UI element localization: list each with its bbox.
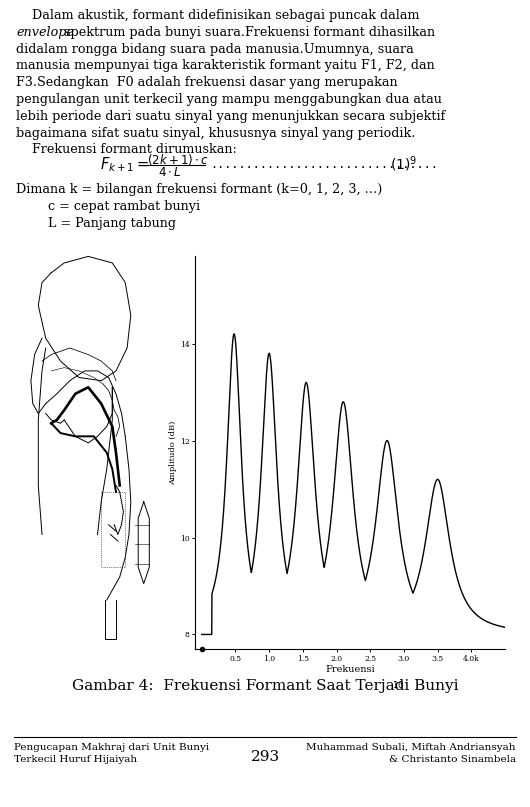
Text: Pengucapan Makhraj dari Unit Bunyi: Pengucapan Makhraj dari Unit Bunyi (14, 743, 209, 752)
Text: ................................: ................................ (210, 157, 438, 171)
Text: Frekuensi formant dirumuskan:: Frekuensi formant dirumuskan: (16, 144, 237, 157)
Text: $^{10}$: $^{10}$ (392, 681, 405, 694)
Text: spektrum pada bunyi suara.Frekuensi formant dihasilkan: spektrum pada bunyi suara.Frekuensi form… (60, 26, 435, 39)
Text: Terkecil Huruf Hijaiyah: Terkecil Huruf Hijaiyah (14, 755, 137, 764)
Text: Gambar 4:  Frekuensi Formant Saat Terjadi Bunyi: Gambar 4: Frekuensi Formant Saat Terjadi… (72, 679, 458, 693)
X-axis label: Frekuensi: Frekuensi (325, 665, 375, 675)
Text: c = cepat rambat bunyi: c = cepat rambat bunyi (16, 200, 200, 213)
Text: Dimana k = bilangan frekuensi formant (k=0, 1, 2, 3, …): Dimana k = bilangan frekuensi formant (k… (16, 183, 382, 196)
Text: 293: 293 (251, 750, 279, 764)
Text: $(2k+1)\cdot c$: $(2k+1)\cdot c$ (147, 152, 209, 167)
Text: $=$: $=$ (134, 157, 149, 171)
Text: Dalam akustik, formant didefinisikan sebagai puncak dalam: Dalam akustik, formant didefinisikan seb… (16, 9, 420, 22)
Text: envelope: envelope (16, 26, 74, 39)
Y-axis label: Amplitudo (dB): Amplitudo (dB) (169, 420, 177, 485)
Text: L = Panjang tabung: L = Panjang tabung (16, 216, 176, 230)
Text: $(1)^{9}$: $(1)^{9}$ (390, 154, 417, 174)
Text: F3.Sedangkan  F0 adalah frekuensi dasar yang merupakan: F3.Sedangkan F0 adalah frekuensi dasar y… (16, 76, 397, 90)
Text: Muhammad Subali, Miftah Andriansyah: Muhammad Subali, Miftah Andriansyah (306, 743, 516, 752)
Text: manusia mempunyai tiga karakteristik formant yaitu F1, F2, dan: manusia mempunyai tiga karakteristik for… (16, 60, 435, 73)
Text: $4\cdot L$: $4\cdot L$ (158, 165, 182, 178)
Text: lebih periode dari suatu sinyal yang menunjukkan secara subjektif: lebih periode dari suatu sinyal yang men… (16, 110, 445, 123)
Text: didalam rongga bidang suara pada manusia.Umumnya, suara: didalam rongga bidang suara pada manusia… (16, 43, 414, 56)
Text: $F_{k+1}$: $F_{k+1}$ (100, 155, 135, 174)
Text: pengulangan unit terkecil yang mampu menggabungkan dua atau: pengulangan unit terkecil yang mampu men… (16, 93, 442, 106)
Text: & Christanto Sinambela: & Christanto Sinambela (389, 755, 516, 764)
Text: bagaimana sifat suatu sinyal, khususnya sinyal yang periodik.: bagaimana sifat suatu sinyal, khususnya … (16, 127, 416, 140)
